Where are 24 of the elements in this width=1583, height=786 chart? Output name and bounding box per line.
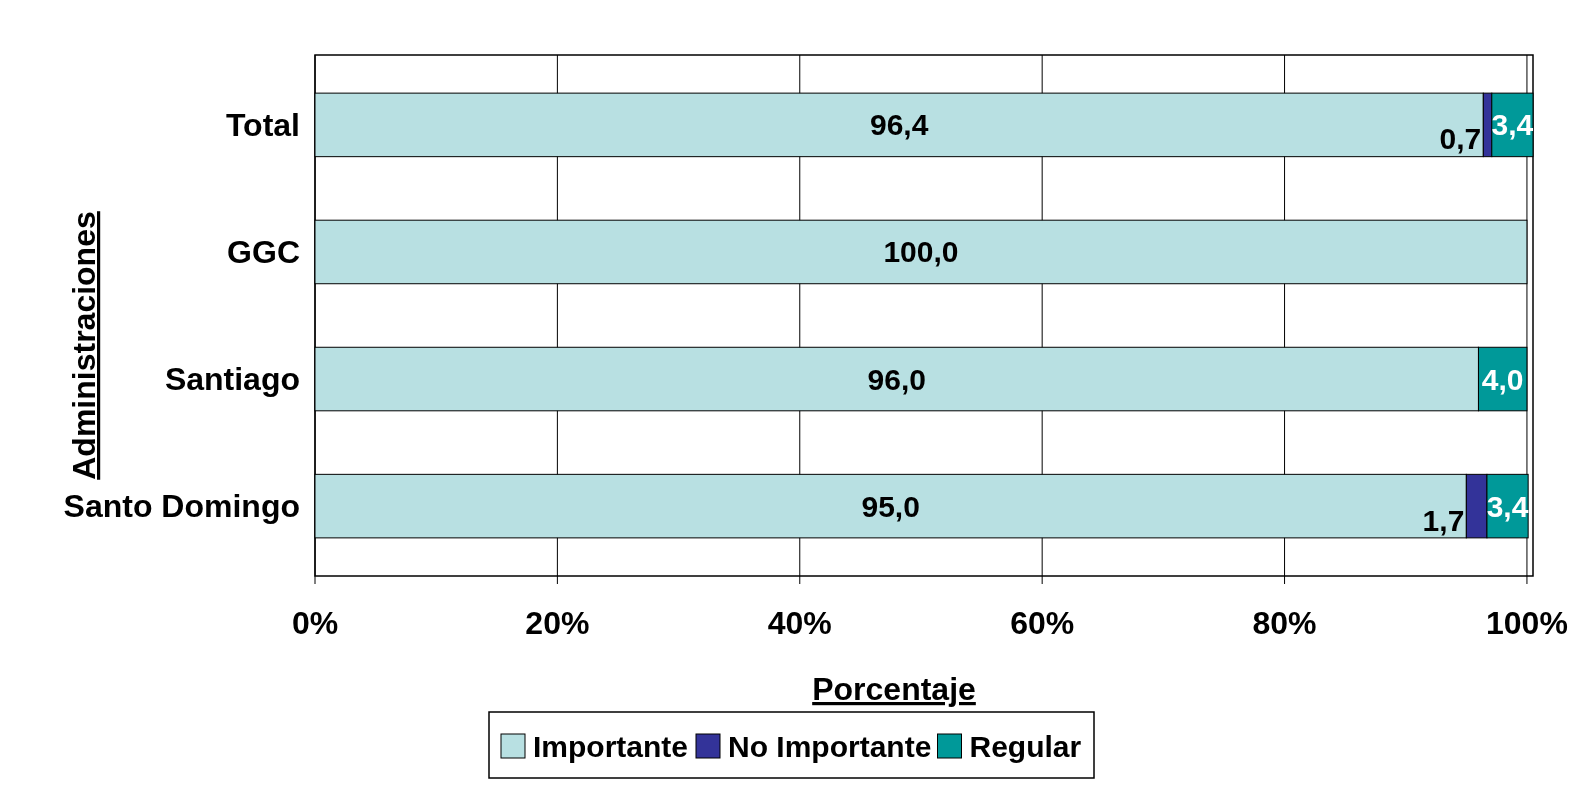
data-label: 95,0 — [861, 489, 920, 523]
legend-label: No Importante — [728, 729, 932, 763]
data-label: 4,0 — [1481, 362, 1524, 396]
x-tick-label: 60% — [1010, 605, 1075, 641]
legend-label: Regular — [969, 729, 1082, 763]
data-label: 100,0 — [883, 235, 959, 269]
y-tick-label: Santiago — [164, 361, 300, 398]
x-axis-title: Porcentaje — [812, 671, 976, 707]
y-tick-label: Santo Domingo — [63, 488, 300, 525]
y-tick-label: GGC — [227, 234, 300, 271]
y-axis-title: Administraciones — [66, 211, 102, 480]
x-tick-label: 100% — [1486, 605, 1568, 641]
x-tick-label: 80% — [1252, 605, 1317, 641]
x-tick-label: 40% — [767, 605, 832, 641]
data-label: 3,4 — [1486, 489, 1529, 523]
y-tick-label: Total — [225, 107, 300, 144]
x-tick-label: 20% — [525, 605, 590, 641]
data-label: 96,4 — [869, 108, 929, 142]
legend-label: Importante — [533, 729, 689, 763]
data-label: 0,7 — [1439, 122, 1482, 156]
data-label: 3,4 — [1491, 108, 1534, 142]
data-label: 1,7 — [1422, 503, 1465, 537]
x-tick-label: 0% — [291, 605, 339, 641]
data-label: 96,0 — [867, 362, 926, 396]
